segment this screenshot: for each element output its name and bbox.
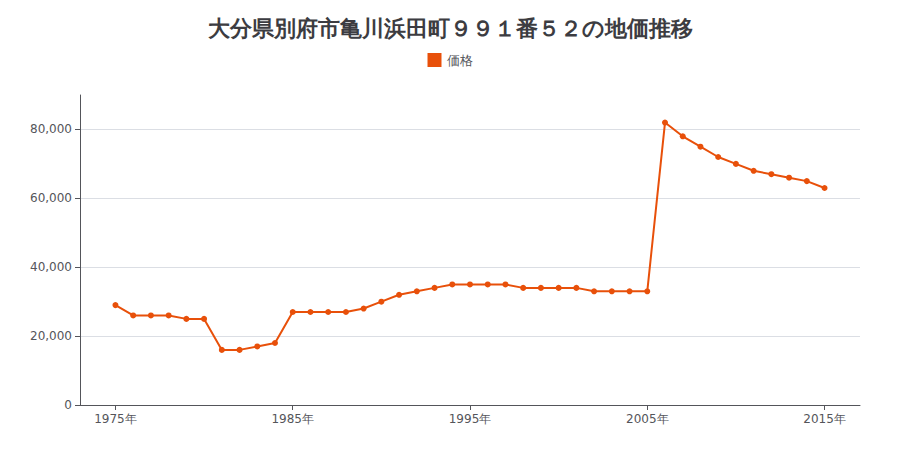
svg-text:2005年: 2005年 [626, 412, 669, 426]
svg-text:1975年: 1975年 [94, 412, 137, 426]
svg-text:0: 0 [64, 398, 72, 412]
svg-text:価格: 価格 [447, 53, 473, 68]
svg-text:80,000: 80,000 [30, 122, 72, 136]
svg-text:20,000: 20,000 [30, 329, 72, 343]
svg-text:大分県別府市亀川浜田町９９１番５２の地価推移: 大分県別府市亀川浜田町９９１番５２の地価推移 [208, 16, 693, 41]
svg-text:60,000: 60,000 [30, 191, 72, 205]
svg-text:2015年: 2015年 [803, 412, 846, 426]
svg-text:1985年: 1985年 [271, 412, 314, 426]
svg-text:1995年: 1995年 [449, 412, 492, 426]
svg-text:40,000: 40,000 [30, 260, 72, 274]
